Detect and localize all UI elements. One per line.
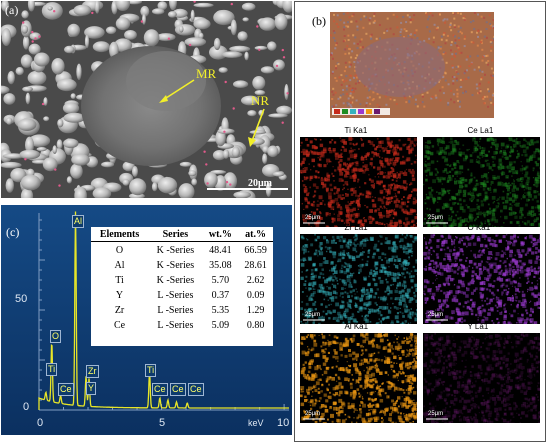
cell-wt: 35.08 bbox=[209, 260, 232, 271]
cell-element: Ce bbox=[113, 320, 126, 331]
cell-element: Zr bbox=[114, 305, 125, 316]
cell-element: Al bbox=[114, 260, 125, 271]
cell-wt: 0.37 bbox=[211, 290, 230, 301]
x-tick-10: 10 bbox=[277, 417, 290, 429]
peak-label-ti: Ti bbox=[46, 363, 58, 376]
cell-series: L -Series bbox=[157, 290, 194, 301]
element-map: 25μm bbox=[300, 234, 417, 324]
cell-at: 0.80 bbox=[246, 320, 265, 331]
cell-at: 1.29 bbox=[246, 305, 265, 316]
table-header-row: Elements Series wt.% at.% bbox=[91, 227, 273, 242]
table-row: Y L -Series 0.37 0.09 bbox=[91, 288, 273, 303]
eds-maps-panel: (b) Ti Ka1 25μm Ce La1 25μm Zr La1 25μm O Ka1 2… bbox=[294, 1, 546, 442]
peak-label-ti-2: Ti bbox=[145, 364, 157, 377]
peak-label-ce: Ce bbox=[58, 383, 74, 396]
table-row: Zr L -Series 5.35 1.29 bbox=[91, 303, 273, 318]
element-map: 25μm bbox=[300, 333, 417, 423]
map-scale-label: 25μm bbox=[305, 411, 321, 417]
cell-series: K -Series bbox=[156, 260, 195, 271]
map-scale-label: 25μm bbox=[428, 411, 444, 417]
element-map: 25μm bbox=[423, 137, 540, 227]
element-map: 25μm bbox=[423, 234, 540, 324]
table-row: Al K -Series 35.08 28.61 bbox=[91, 258, 273, 273]
header-series: Series bbox=[148, 227, 203, 242]
y-tick-0: 0 bbox=[23, 401, 30, 413]
cell-wt: 5.09 bbox=[211, 320, 230, 331]
peak-label-y: Y bbox=[86, 382, 97, 395]
x-axis-unit: keV bbox=[248, 418, 264, 428]
element-map: 25μm bbox=[300, 137, 417, 227]
mr-annotation: MR bbox=[196, 66, 217, 81]
table-row: Ce L -Series 5.09 0.80 bbox=[91, 318, 273, 333]
x-tick-5: 5 bbox=[159, 417, 166, 429]
peak-label-ce-4: Ce bbox=[188, 383, 204, 396]
map-label: Y La1 bbox=[467, 322, 489, 331]
scale-bar-label: 20μm bbox=[248, 178, 272, 189]
map-scale-label: 25μm bbox=[305, 215, 321, 221]
header-at: at.% bbox=[238, 227, 273, 242]
map-scale-label: 25μm bbox=[428, 215, 444, 221]
map-label: Ti Ka1 bbox=[344, 126, 368, 135]
cell-wt: 5.35 bbox=[211, 305, 230, 316]
header-wt: wt.% bbox=[202, 227, 239, 242]
map-label: O Ka1 bbox=[467, 223, 491, 232]
eds-overlay-map bbox=[330, 12, 494, 118]
map-scale-label: 25μm bbox=[305, 312, 321, 318]
peak-label-al: Al bbox=[72, 215, 85, 228]
cell-series: L -Series bbox=[157, 320, 194, 331]
peak-label-ce-3: Ce bbox=[170, 383, 186, 396]
eds-spectrum-panel: (c) 50 0 0 5 10 keV Al O Ti Ce Zr Y Ti C… bbox=[1, 205, 292, 435]
peak-label-o: O bbox=[50, 330, 62, 343]
cell-element: O bbox=[115, 245, 124, 256]
map-label: Al Ka1 bbox=[344, 322, 369, 331]
element-map: 25μm bbox=[423, 333, 540, 423]
map-label: Zr La1 bbox=[344, 223, 368, 232]
cell-at: 2.62 bbox=[246, 275, 265, 286]
panel-c-label: (c) bbox=[6, 225, 20, 239]
nr-annotation: NR bbox=[251, 93, 270, 108]
cell-at: 0.09 bbox=[246, 290, 265, 301]
composition-table: Elements Series wt.% at.% O K -Series 48… bbox=[91, 227, 273, 346]
sem-micrograph-image bbox=[1, 1, 292, 198]
cell-series: K -Series bbox=[156, 275, 195, 286]
header-elements: Elements bbox=[91, 227, 149, 242]
cell-at: 66.59 bbox=[244, 245, 267, 256]
table-row: Ti K -Series 5.70 2.62 bbox=[91, 273, 273, 288]
table-row: O K -Series 48.41 66.59 bbox=[91, 242, 273, 259]
cell-wt: 48.41 bbox=[209, 245, 232, 256]
cell-at: 28.61 bbox=[244, 260, 267, 271]
map-scale-label: 25μm bbox=[428, 312, 444, 318]
cell-series: L -Series bbox=[157, 305, 194, 316]
cell-wt: 5.70 bbox=[211, 275, 230, 286]
panel-a-label: (a) bbox=[5, 3, 19, 17]
cell-series: K -Series bbox=[156, 245, 195, 256]
cell-element: Y bbox=[115, 290, 124, 301]
cell-element: Ti bbox=[115, 275, 124, 286]
panel-b-label: (b) bbox=[312, 14, 326, 28]
map-label: Ce La1 bbox=[467, 126, 494, 135]
peak-label-ce-2: Ce bbox=[152, 383, 168, 396]
sem-micrograph-panel: (a) MR NR 20μm bbox=[1, 1, 292, 198]
x-tick-0: 0 bbox=[37, 417, 44, 429]
y-tick-50: 50 bbox=[15, 293, 28, 305]
peak-label-zr: Zr bbox=[86, 365, 99, 378]
